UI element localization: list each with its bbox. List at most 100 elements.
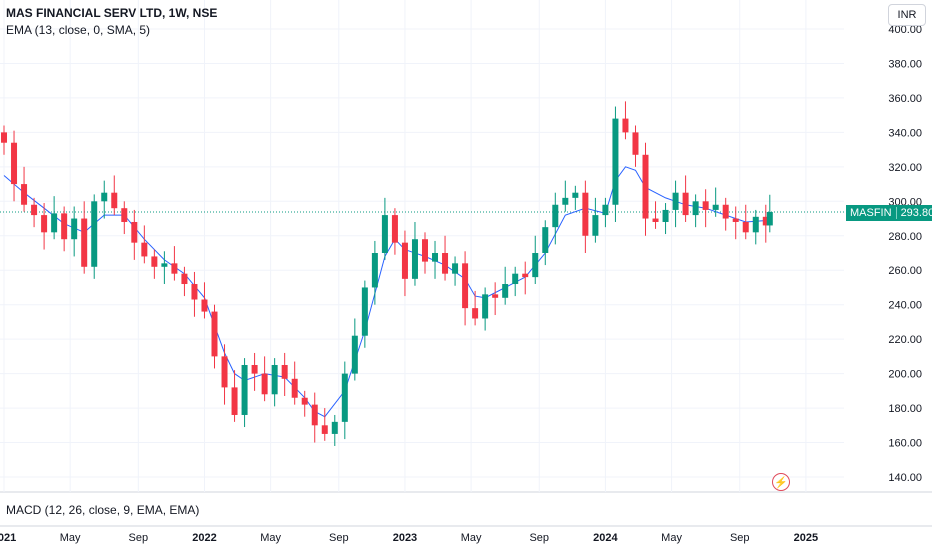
- candle-body: [472, 308, 479, 319]
- candle: [381, 197, 388, 260]
- candle: [742, 204, 749, 240]
- candle: [682, 175, 689, 222]
- candle-body: [211, 311, 218, 357]
- chart-title: MAS FINANCIAL SERV LTD, 1W, NSE: [6, 6, 218, 20]
- candle-body: [642, 154, 649, 219]
- candle: [291, 361, 298, 405]
- candle: [562, 180, 569, 212]
- candle: [271, 358, 278, 407]
- candle-body: [562, 197, 569, 205]
- candle-body: [71, 218, 78, 240]
- candle: [21, 166, 28, 212]
- candle: [41, 203, 48, 250]
- candle-body: [281, 365, 288, 379]
- ema-line: [3, 166, 770, 418]
- candle-body: [712, 204, 719, 210]
- candle: [141, 225, 148, 264]
- y-tick-label: 140.00: [888, 472, 922, 484]
- time-axis[interactable]: 2021 May Sep 2022 May Sep 2023 May Sep 2024 May Sep…: [0, 532, 818, 544]
- candle: [231, 370, 238, 422]
- candle-body: [61, 213, 68, 240]
- candle: [612, 106, 619, 222]
- candle: [421, 232, 428, 274]
- candle: [91, 194, 98, 279]
- candle: [482, 287, 489, 331]
- candle: [582, 180, 589, 253]
- candle: [71, 206, 78, 257]
- candle: [161, 251, 168, 285]
- x-tick-label: Sep: [129, 532, 149, 544]
- candle-body: [582, 192, 589, 236]
- candle-body: [411, 239, 418, 279]
- lightning-icon[interactable]: ⚡: [772, 473, 790, 491]
- candle-body: [341, 373, 348, 422]
- y-tick-label: 160.00: [888, 438, 922, 450]
- candle: [371, 240, 378, 305]
- candle: [522, 261, 529, 295]
- candle-body: [241, 365, 248, 415]
- candle-body: [1, 132, 8, 143]
- candle-body: [622, 118, 629, 133]
- candle: [462, 251, 469, 326]
- candle-body: [462, 263, 469, 309]
- candle: [652, 201, 659, 229]
- candle-body: [682, 192, 689, 216]
- candle-body: [592, 215, 599, 236]
- price-axis[interactable]: 400.00380.00360.00340.00320.00300.00280.…: [888, 24, 922, 484]
- candle-body: [151, 256, 158, 267]
- candle-body: [512, 273, 519, 285]
- candle: [492, 282, 499, 316]
- candle: [732, 206, 739, 240]
- candle-body: [692, 201, 699, 216]
- candle: [351, 318, 358, 381]
- candle-body: [602, 204, 609, 216]
- candle-body: [141, 242, 148, 257]
- candle: [191, 271, 198, 317]
- candle-body: [161, 263, 168, 267]
- candle: [131, 209, 138, 260]
- candle: [622, 101, 629, 140]
- grid-lines: [0, 0, 932, 527]
- candle-body: [331, 421, 338, 434]
- candle: [411, 221, 418, 286]
- candle-body: [301, 397, 308, 405]
- candle-body: [632, 132, 639, 155]
- candle-body: [492, 294, 499, 298]
- candle: [111, 175, 118, 216]
- candle-body: [732, 218, 739, 222]
- y-tick-label: 360.00: [888, 93, 922, 105]
- candle-body: [652, 218, 659, 222]
- candle: [101, 180, 108, 219]
- candle-body: [101, 192, 108, 202]
- candle-body: [251, 365, 258, 374]
- candle-body: [371, 253, 378, 288]
- candle: [432, 240, 439, 279]
- candle-body: [361, 287, 368, 336]
- x-tick-label: 2022: [192, 532, 216, 544]
- candle-body: [552, 204, 559, 228]
- candle: [472, 290, 479, 326]
- candle: [632, 125, 639, 167]
- candle: [752, 209, 759, 245]
- candle: [261, 356, 268, 402]
- candle-body: [81, 218, 88, 267]
- ema-legend[interactable]: EMA (13, close, 0, SMA, 5): [6, 23, 151, 37]
- candle-body: [702, 201, 709, 210]
- candle: [502, 266, 509, 305]
- candle: [361, 280, 368, 348]
- x-tick-label: May: [60, 532, 81, 544]
- candle: [211, 304, 218, 369]
- candle-body: [432, 253, 439, 262]
- y-tick-label: 240.00: [888, 300, 922, 312]
- candle-body: [291, 378, 298, 398]
- candle-body: [572, 192, 579, 198]
- currency-button[interactable]: INR: [888, 4, 926, 26]
- y-tick-label: 180.00: [888, 403, 922, 415]
- macd-legend[interactable]: MACD (12, 26, close, 9, EMA, EMA): [6, 503, 200, 517]
- candle: [712, 187, 719, 217]
- candle: [301, 390, 308, 417]
- candle: [51, 196, 58, 240]
- candle-body: [231, 387, 238, 415]
- candle: [762, 204, 769, 243]
